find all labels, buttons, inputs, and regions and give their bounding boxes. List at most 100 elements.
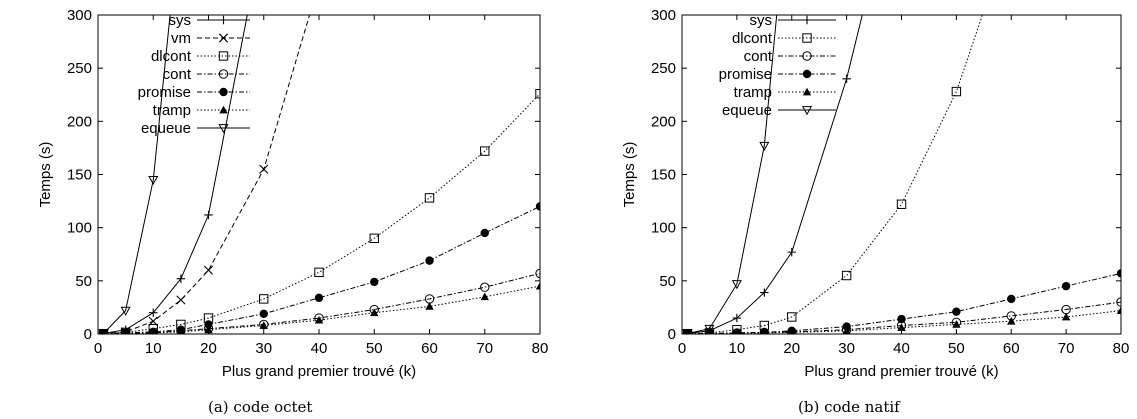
data-point-dlcont — [480, 146, 490, 156]
data-point-sys — [760, 288, 769, 297]
legend-label-cont: cont — [744, 48, 773, 65]
series-line-dlcont — [103, 93, 540, 334]
legend-marker-vm — [218, 33, 229, 43]
x-tick-label: 20 — [783, 340, 800, 357]
x-tick-label: 40 — [893, 340, 910, 357]
legend-marker-sys — [802, 15, 812, 25]
legend-marker-dlcont — [218, 51, 229, 61]
data-point-sys — [842, 74, 851, 83]
data-point-tramp — [259, 321, 268, 329]
legend-marker-tramp — [802, 87, 812, 96]
data-point-tramp — [480, 292, 489, 301]
data-point-promise — [480, 228, 489, 238]
data-point-vm — [176, 295, 186, 305]
y-tick-label: 50 — [659, 273, 676, 290]
series-tramp: tramp — [101, 102, 540, 334]
y-tick-label: 50 — [75, 273, 92, 290]
y-tick-label: 150 — [67, 167, 92, 184]
legend-label-sys: sys — [750, 12, 773, 29]
caption-b: (b) code natif — [798, 398, 900, 416]
data-point-tramp — [1007, 317, 1016, 325]
data-point-sys — [176, 274, 186, 283]
y-tick-label: 250 — [651, 60, 676, 77]
x-tick-label: 30 — [255, 340, 272, 357]
chart-panel-a: 0 10 20 30 40 50 60 70 80 0 50 100 150 200 250 300 Plus … — [37, 7, 548, 380]
data-point-tramp — [177, 327, 185, 334]
x-tick-label: 70 — [476, 340, 493, 357]
data-point-tramp — [952, 320, 961, 328]
legend-marker-cont — [218, 69, 229, 79]
legend-marker-tramp — [219, 105, 228, 114]
legend-label-dlcont: dlcont — [151, 48, 192, 65]
data-point-equeue — [704, 324, 715, 334]
x-tick-label: 10 — [145, 340, 162, 357]
legend-label-vm: vm — [171, 30, 191, 47]
y-tick-label: 150 — [651, 167, 676, 184]
legend-label-tramp: tramp — [153, 102, 191, 119]
x-tick-label: 30 — [838, 340, 855, 357]
y-tick-label: 0 — [84, 326, 92, 343]
data-point-tramp — [370, 308, 379, 317]
data-point-dlcont — [787, 312, 797, 322]
plot-frame — [681, 14, 1122, 335]
data-point-cont — [480, 282, 490, 292]
y-tick-label: 200 — [651, 113, 676, 130]
series-equeue: equeue — [682, 15, 836, 334]
y-tick-label: 100 — [67, 220, 92, 237]
legend-marker-sys — [219, 15, 228, 25]
data-point-sys — [787, 247, 796, 257]
x-tick-label: 50 — [366, 340, 383, 357]
x-tick-label: 70 — [1058, 340, 1075, 357]
data-point-tramp — [1116, 306, 1121, 314]
series-tramp: tramp — [685, 84, 1121, 334]
data-point-promise — [204, 320, 213, 329]
legend-label-promise: promise — [719, 66, 772, 83]
y-tick-label: 300 — [67, 7, 92, 24]
y-tick-label: 300 — [651, 7, 676, 24]
data-point-vm — [259, 164, 269, 174]
legend-marker-promise — [219, 87, 228, 97]
data-point-tramp — [314, 315, 324, 324]
data-point-promise — [1116, 269, 1121, 278]
data-point-promise — [1007, 294, 1016, 304]
data-point-equeue — [120, 306, 131, 316]
legend-label-equeue: equeue — [141, 120, 191, 137]
data-point-tramp — [897, 323, 906, 331]
data-point-promise — [535, 202, 540, 211]
data-point-tramp — [706, 329, 712, 334]
x-axis-label: Plus grand premier trouvé (k) — [804, 363, 998, 380]
data-point-dlcont — [424, 193, 435, 203]
data-point-promise — [842, 322, 851, 331]
data-point-tramp — [150, 328, 157, 334]
data-point-cont — [1116, 297, 1121, 307]
series-promise: promise — [683, 66, 1121, 334]
data-point-promise — [952, 307, 961, 316]
data-point-dlcont — [896, 199, 907, 209]
data-point-tramp — [788, 328, 795, 334]
y-tick-label: 0 — [668, 326, 676, 343]
x-tick-label: 40 — [311, 340, 328, 357]
data-point-dlcont — [841, 270, 852, 281]
data-point-equeue — [731, 280, 742, 290]
data-point-promise — [897, 314, 906, 324]
series-line-equeue — [687, 15, 778, 334]
x-tick-label: 20 — [200, 340, 217, 357]
caption-a: (a) code octet — [208, 398, 313, 416]
series-vm: vm — [98, 15, 311, 334]
data-point-tramp — [1061, 312, 1071, 321]
data-point-tramp — [535, 281, 540, 290]
legend-label-cont: cont — [163, 66, 192, 83]
data-point-tramp — [842, 326, 851, 334]
data-point-tramp — [425, 302, 434, 310]
legend-marker-promise — [802, 69, 812, 79]
data-point-sys — [204, 210, 213, 220]
series-line-equeue — [103, 15, 171, 334]
y-tick-label: 250 — [67, 60, 92, 77]
data-point-dlcont — [259, 294, 269, 304]
series-line-sys — [687, 15, 863, 334]
data-point-equeue — [148, 175, 159, 186]
series-dlcont: dlcont — [682, 15, 983, 334]
x-tick-label: 50 — [948, 340, 965, 357]
data-point-promise — [259, 309, 268, 318]
